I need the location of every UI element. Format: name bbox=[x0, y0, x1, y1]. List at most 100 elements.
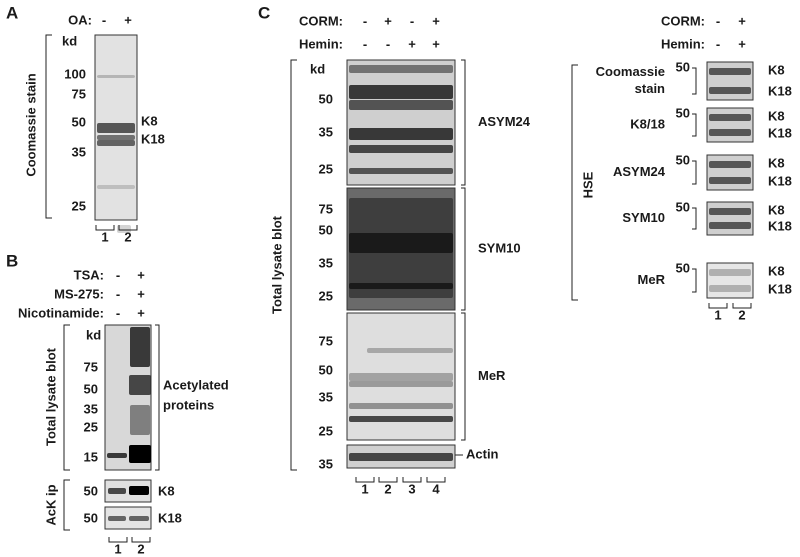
blot bbox=[104, 479, 152, 503]
label: 1 bbox=[114, 541, 121, 556]
label: + bbox=[432, 13, 440, 28]
label: + bbox=[124, 12, 132, 27]
label: 3 bbox=[408, 481, 415, 496]
bracket bbox=[692, 207, 697, 230]
label: - bbox=[102, 12, 106, 27]
band bbox=[349, 373, 453, 381]
label: - bbox=[116, 305, 120, 320]
band bbox=[130, 405, 150, 435]
bracket bbox=[131, 537, 151, 543]
label: + bbox=[384, 13, 392, 28]
band bbox=[709, 129, 751, 136]
label: 35 bbox=[72, 144, 86, 159]
bracket bbox=[571, 64, 578, 301]
band bbox=[709, 114, 751, 121]
label: Coomassie bbox=[596, 64, 665, 79]
label: 35 bbox=[319, 456, 333, 471]
blot bbox=[706, 201, 754, 236]
label: stain bbox=[635, 81, 665, 96]
band bbox=[709, 161, 751, 168]
label: 75 bbox=[84, 359, 98, 374]
blot bbox=[706, 154, 754, 191]
label: - bbox=[363, 36, 367, 51]
label: 1 bbox=[361, 481, 368, 496]
band bbox=[709, 87, 751, 94]
label: K18 bbox=[768, 173, 792, 188]
label: + bbox=[137, 286, 145, 301]
label: + bbox=[432, 36, 440, 51]
label: - bbox=[116, 286, 120, 301]
label: 50 bbox=[676, 152, 690, 167]
rotated-title: Total lysate blot bbox=[43, 347, 58, 446]
label: SYM10 bbox=[478, 240, 521, 255]
band bbox=[129, 516, 149, 521]
band bbox=[709, 177, 751, 184]
bracket bbox=[290, 59, 297, 471]
bracket bbox=[692, 160, 697, 185]
bracket bbox=[402, 477, 422, 483]
rotated-title: Coomassie stain bbox=[23, 73, 38, 176]
label: 50 bbox=[84, 381, 98, 396]
label: MeR bbox=[638, 272, 666, 287]
band bbox=[709, 208, 751, 215]
label: 35 bbox=[319, 389, 333, 404]
band bbox=[97, 140, 135, 146]
band bbox=[97, 135, 135, 140]
label: Acetylated bbox=[163, 377, 229, 392]
band bbox=[129, 375, 151, 395]
band bbox=[349, 85, 453, 99]
label: K18 bbox=[768, 83, 792, 98]
band bbox=[108, 488, 126, 494]
band bbox=[108, 516, 126, 521]
blot bbox=[706, 262, 754, 299]
label: CORM: bbox=[661, 13, 705, 28]
label: 2 bbox=[384, 481, 391, 496]
label: + bbox=[137, 305, 145, 320]
rotated-title: HSE bbox=[580, 171, 595, 198]
label: 25 bbox=[319, 161, 333, 176]
bracket bbox=[63, 324, 70, 471]
label: - bbox=[410, 13, 414, 28]
band bbox=[349, 416, 453, 422]
band bbox=[349, 283, 453, 289]
label: 25 bbox=[84, 419, 98, 434]
band bbox=[709, 68, 751, 75]
band bbox=[349, 145, 453, 153]
bracket bbox=[63, 479, 70, 531]
band bbox=[349, 128, 453, 140]
band bbox=[117, 225, 131, 233]
label: K18 bbox=[768, 218, 792, 233]
blot bbox=[104, 506, 152, 530]
band bbox=[349, 100, 453, 110]
label: - bbox=[116, 267, 120, 282]
panel-label: C bbox=[258, 3, 270, 22]
bracket bbox=[378, 477, 398, 483]
label: 35 bbox=[319, 124, 333, 139]
label: 50 bbox=[676, 105, 690, 120]
label: 4 bbox=[432, 481, 440, 496]
band bbox=[349, 65, 453, 73]
band bbox=[349, 233, 453, 253]
band bbox=[349, 168, 453, 174]
label: 75 bbox=[319, 201, 333, 216]
label: SYM10 bbox=[622, 210, 665, 225]
label: 25 bbox=[319, 423, 333, 438]
label: Hemin: bbox=[661, 36, 705, 51]
bracket bbox=[732, 303, 752, 309]
bracket bbox=[461, 59, 466, 186]
label: MS-275: bbox=[54, 286, 104, 301]
band bbox=[349, 403, 453, 409]
rotated-title: Total lysate blot bbox=[269, 215, 284, 314]
label: OA: bbox=[68, 12, 92, 27]
label: K8 bbox=[768, 62, 785, 77]
label: 25 bbox=[319, 288, 333, 303]
band bbox=[129, 445, 151, 463]
band bbox=[97, 123, 135, 133]
bracket bbox=[45, 34, 52, 219]
label: Hemin: bbox=[299, 36, 343, 51]
label: 75 bbox=[72, 86, 86, 101]
label: 75 bbox=[319, 333, 333, 348]
bracket bbox=[118, 225, 138, 231]
band bbox=[130, 327, 150, 367]
band bbox=[107, 453, 127, 458]
